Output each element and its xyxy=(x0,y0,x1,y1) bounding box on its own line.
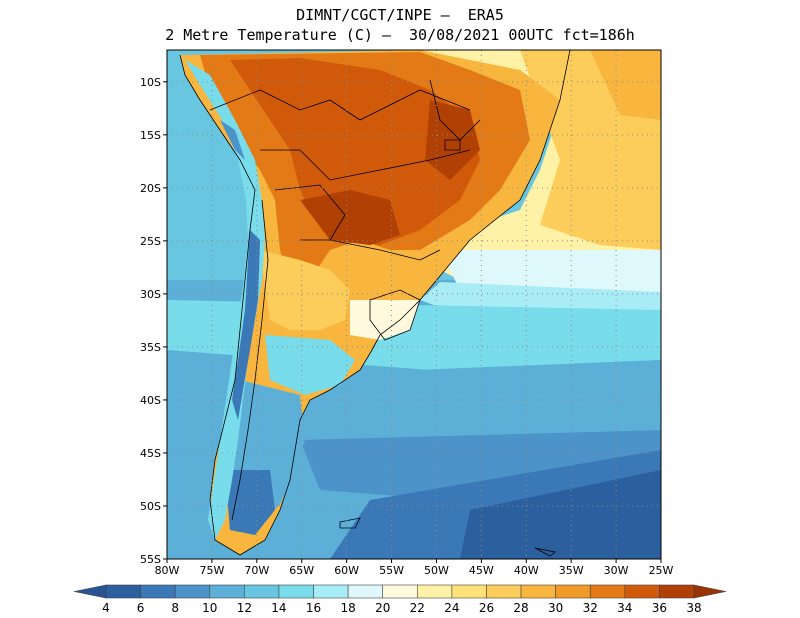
ocean-band-28 xyxy=(590,50,661,120)
colorbar: 4 6 8 10 12 14 16 18 20 22 24 26 28 30 32 34 36 38 xyxy=(73,584,727,615)
lat-tick-label: 20S xyxy=(140,182,161,195)
lon-tick-label: 70W xyxy=(244,564,269,577)
lat-tick-label: 40S xyxy=(140,394,161,407)
lat-tick-label: 50S xyxy=(140,500,161,513)
colorbar-label: 22 xyxy=(410,601,425,615)
colorbar-swatch xyxy=(486,584,522,599)
border-central xyxy=(260,149,471,181)
lon-tick-label: 75W xyxy=(199,564,224,577)
colorbar-label: 20 xyxy=(375,601,390,615)
border-north xyxy=(209,89,471,121)
lon-tick-label: 40W xyxy=(514,564,539,577)
patagonia-8 xyxy=(225,470,275,535)
lon-tick-label: 50W xyxy=(424,564,449,577)
border-brazil-states xyxy=(429,79,481,141)
lat-tick-label: 30S xyxy=(140,288,161,301)
colorbar-label: 28 xyxy=(513,601,528,615)
warm-core-36 xyxy=(230,58,480,245)
lon-tick-label: 60W xyxy=(334,564,359,577)
colorbar-swatch xyxy=(174,584,211,599)
colorbar-label: 6 xyxy=(137,601,145,615)
island-south-georgia xyxy=(534,547,556,557)
lat-tick-label: 10S xyxy=(140,76,161,89)
island-falklands xyxy=(339,517,361,529)
lat-tick-label: 25S xyxy=(140,235,161,248)
colorbar-label: 32 xyxy=(583,601,598,615)
colorbar-swatch xyxy=(347,584,384,599)
lon-tick-label: 65W xyxy=(289,564,314,577)
colorbar-swatch xyxy=(313,584,349,599)
colorbar-swatch xyxy=(451,584,487,599)
colorbar-low-arrow xyxy=(73,584,107,599)
lon-tick-label: 80W xyxy=(155,564,180,577)
land-band-20 xyxy=(350,300,420,340)
lon-tick-label: 45W xyxy=(469,564,494,577)
colorbar-label: 24 xyxy=(444,601,459,615)
warm-core-38 xyxy=(300,190,400,245)
colorbar-label: 8 xyxy=(171,601,179,615)
border-paraguay-brazil xyxy=(329,239,441,261)
colorbar-label: 14 xyxy=(271,601,286,615)
colorbar-label: 16 xyxy=(306,601,321,615)
map-subtitle: 2 Metre Temperature (C) – 30/08/2021 00U… xyxy=(165,26,635,44)
colorbar-swatch xyxy=(520,584,556,599)
colorbar-swatch xyxy=(209,584,245,599)
colorbar-label: 18 xyxy=(340,601,355,615)
lat-tick-label: 45S xyxy=(140,447,161,460)
colorbar-swatch xyxy=(624,584,660,599)
colorbar-label: 10 xyxy=(202,601,217,615)
colorbar-swatch xyxy=(382,584,418,599)
lat-tick-label: 55S xyxy=(140,553,161,566)
lon-tick-label: 55W xyxy=(379,564,404,577)
colorbar-label: 12 xyxy=(237,601,252,615)
colorbar-swatch xyxy=(589,584,626,599)
andes-cold-6 xyxy=(232,230,260,420)
lat-tick-label: 15S xyxy=(140,129,161,142)
lon-tick-label: 35W xyxy=(559,564,584,577)
temperature-field xyxy=(167,50,661,559)
lon-tick-label: 25W xyxy=(649,564,674,577)
colorbar-label: 4 xyxy=(102,601,110,615)
land-band-26 xyxy=(260,250,350,330)
colorbar-swatch xyxy=(140,584,176,599)
border-bolivia-paraguay xyxy=(274,184,346,241)
colorbar-label: 30 xyxy=(548,601,563,615)
border-df xyxy=(444,139,461,151)
colorbar-label: 38 xyxy=(686,601,701,615)
land-band-15 xyxy=(265,335,355,395)
colorbar-swatch xyxy=(105,584,141,599)
colorbar-label: 26 xyxy=(479,601,494,615)
plot-frame xyxy=(166,49,662,560)
ocean-band-6 xyxy=(460,470,661,559)
border-chile-argentina xyxy=(231,199,269,521)
map-title: DIMNT/CGCT/INPE – ERA5 xyxy=(296,6,504,24)
colorbar-swatch xyxy=(244,584,280,599)
lon-tick-label: 30W xyxy=(604,564,629,577)
colorbar-swatch xyxy=(278,584,314,599)
colorbar-high-arrow xyxy=(693,584,727,599)
colorbar-swatch xyxy=(659,584,695,599)
colorbar-swatch xyxy=(555,584,591,599)
andes-cold-16 xyxy=(185,60,265,540)
longitude-axis: 80W 75W 70W 65W 60W 55W 50W 45W 40W 35W 30W 25W xyxy=(155,559,674,577)
andes-cold-10 xyxy=(220,120,245,160)
border-uruguay xyxy=(369,289,421,341)
colorbar-swatch xyxy=(416,584,453,599)
lat-tick-label: 35S xyxy=(140,341,161,354)
latitude-axis: 10S 15S 20S 25S 30S 35S 40S 45S 50S 55S xyxy=(140,76,167,566)
colorbar-label: 36 xyxy=(652,601,667,615)
colorbar-label: 34 xyxy=(617,601,632,615)
